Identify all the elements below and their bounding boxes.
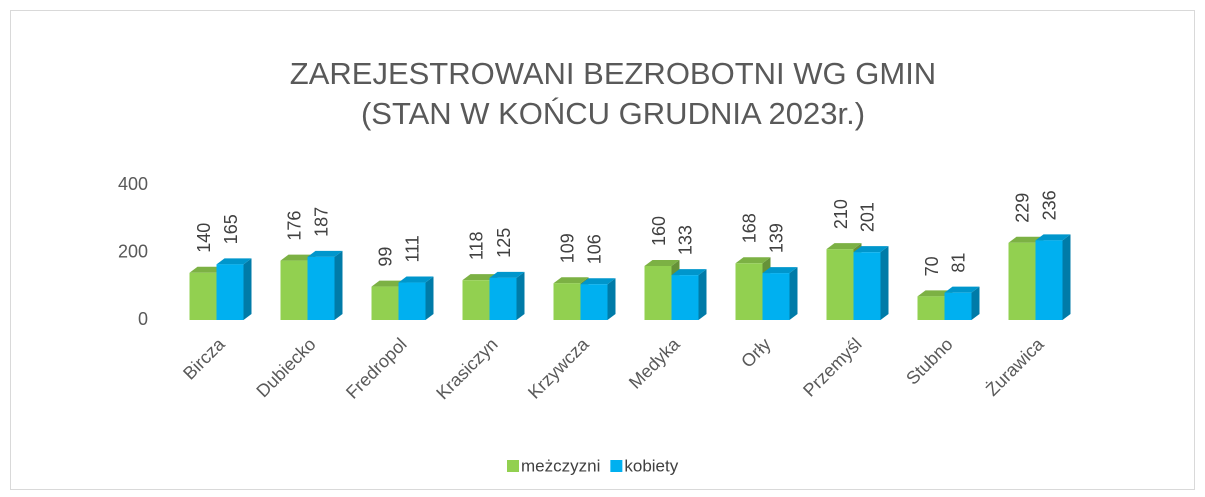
chart-title: ZAREJESTROWANI BEZROBOTNI WG GMIN [290, 56, 936, 91]
data-label: 210 [831, 199, 851, 229]
bar-top [735, 257, 771, 264]
bar-top [371, 280, 407, 287]
bar [1035, 240, 1063, 320]
legend-label: kobiety [624, 456, 678, 475]
bar-top [671, 269, 707, 276]
bar-top [826, 243, 862, 250]
data-label: 187 [312, 207, 332, 237]
bar [280, 260, 308, 320]
legend-label: meżczyzni [521, 456, 600, 475]
bar-side [607, 278, 616, 320]
bar-top [280, 254, 316, 261]
bar [398, 282, 426, 320]
bar-top [189, 266, 225, 273]
data-label: 168 [740, 213, 760, 243]
bar-top [398, 276, 434, 283]
data-label: 133 [676, 225, 696, 255]
chart-border [10, 10, 1195, 490]
data-label: 106 [585, 234, 605, 264]
data-label: 70 [922, 256, 942, 276]
bar-top [644, 260, 680, 266]
bar-top [944, 286, 980, 293]
data-label: 160 [649, 216, 669, 246]
data-label: 109 [558, 233, 578, 263]
y-tick-label: 0 [138, 309, 148, 329]
data-label: 99 [376, 247, 396, 267]
bar-top [1035, 234, 1071, 241]
chart-title: (STAN W KOŃCU GRUDNIA 2023r.) [361, 96, 865, 131]
bar [944, 292, 972, 320]
legend-swatch [610, 460, 623, 472]
bar [644, 266, 672, 320]
data-label: 140 [194, 223, 214, 253]
data-label: 176 [285, 211, 305, 241]
bar [917, 296, 945, 320]
bar-top [580, 278, 616, 285]
bar [553, 283, 581, 320]
data-label: 118 [467, 231, 487, 260]
data-label: 165 [221, 214, 241, 244]
bar [216, 264, 244, 320]
data-label: 236 [1040, 190, 1060, 220]
bar [489, 277, 517, 320]
y-tick-label: 200 [118, 241, 148, 261]
bar-side [971, 286, 980, 320]
bar-side [880, 246, 889, 320]
y-tick-label: 400 [118, 174, 148, 194]
bar-top [917, 290, 953, 297]
bar [762, 273, 790, 320]
bar-side [516, 271, 525, 320]
bar-side [1062, 234, 1071, 320]
data-label: 111 [403, 235, 423, 262]
bar [853, 252, 881, 320]
data-label: 125 [494, 228, 514, 258]
bar [671, 275, 699, 320]
bar [371, 286, 399, 320]
bar-top [307, 250, 343, 257]
bar [826, 249, 854, 320]
bar-top [762, 267, 798, 274]
data-label: 229 [1013, 193, 1033, 223]
bar-top [1008, 236, 1044, 243]
bar [580, 284, 608, 320]
bar-top [216, 258, 252, 265]
bar [1008, 242, 1036, 320]
bar-top [553, 277, 589, 284]
bar-side [425, 276, 434, 320]
bar [462, 280, 490, 320]
legend-swatch [507, 460, 519, 472]
bar-side [789, 267, 798, 320]
bar [307, 256, 335, 320]
bar-top [462, 274, 498, 281]
data-label: 139 [767, 223, 787, 253]
bar-top [489, 271, 525, 278]
bar [189, 272, 217, 320]
data-label: 81 [949, 253, 969, 273]
data-label: 201 [858, 202, 878, 232]
bar-side [243, 258, 252, 320]
bar-top [853, 246, 889, 253]
bar-side [698, 269, 707, 320]
bar [735, 263, 763, 320]
bar-side [334, 250, 343, 320]
